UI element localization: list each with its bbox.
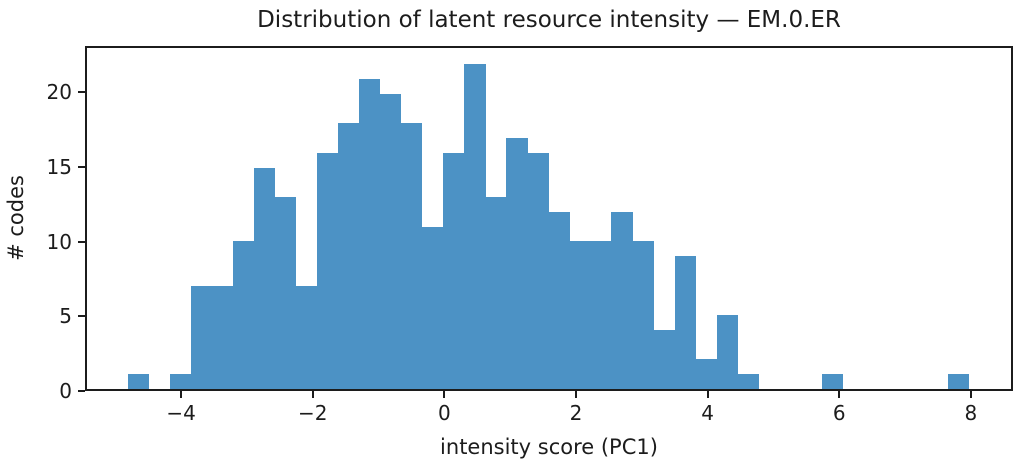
x-tick-mark [443,391,446,398]
histogram-bar [506,138,528,389]
x-tick-label: −4 [166,401,196,425]
histogram-bar [464,64,486,389]
histogram-bar [359,79,381,389]
histogram-bar [337,123,360,389]
plot-area [85,46,1013,391]
histogram-bar [169,374,191,389]
histogram-bar [948,374,970,389]
x-axis-label: intensity score (PC1) [440,435,658,459]
histogram-bar [232,241,255,389]
x-tick-label: 6 [832,401,846,425]
x-tick-label: 4 [701,401,714,425]
histogram-bar [316,152,339,389]
y-tick-mark [78,240,85,243]
histogram-bar [674,256,696,389]
x-tick-mark [838,391,841,398]
x-tick-mark [311,391,314,398]
histogram-bar [737,374,759,389]
y-tick-label: 0 [59,379,72,403]
histogram-bar [548,211,570,389]
histogram-bar [295,285,318,389]
histogram-bar [527,152,549,389]
histogram-bar [422,226,444,389]
x-tick-label: −2 [297,401,328,425]
y-tick-mark [78,91,85,94]
histogram-bar [401,123,423,389]
y-tick-label: 5 [59,304,72,329]
histogram-bar [127,374,149,389]
y-tick-label: 10 [46,229,72,254]
histogram-bar [590,241,612,389]
histogram-bar [211,285,234,389]
histogram-bar [274,197,297,389]
histogram-bar [632,241,654,389]
x-tick-mark [706,391,709,398]
x-tick-label: 0 [437,401,451,425]
x-tick-mark [574,391,577,398]
histogram-bar [716,315,738,389]
histogram-bar [695,359,717,389]
x-tick-mark [180,391,183,398]
histogram-bar [443,152,465,389]
histogram-bar [485,197,507,389]
y-tick-mark [78,315,85,318]
y-tick-mark [78,165,85,168]
y-tick-label: 15 [46,154,72,179]
x-tick-label: 8 [964,401,978,425]
histogram-bar [253,167,276,389]
y-axis-label: # codes [4,175,28,261]
x-tick-mark [969,391,972,398]
y-tick-label: 20 [46,80,72,105]
chart-title: Distribution of latent resource intensit… [257,7,841,33]
histogram-bar [653,329,675,389]
histogram-bar [821,374,844,389]
y-tick-mark [78,390,85,392]
histogram-bar [611,211,633,389]
histogram-bar [569,241,591,389]
x-tick-label: 2 [569,401,583,425]
histogram-bars-layer [87,48,1011,389]
histogram-bar [380,93,402,389]
histogram-bar [190,285,213,389]
